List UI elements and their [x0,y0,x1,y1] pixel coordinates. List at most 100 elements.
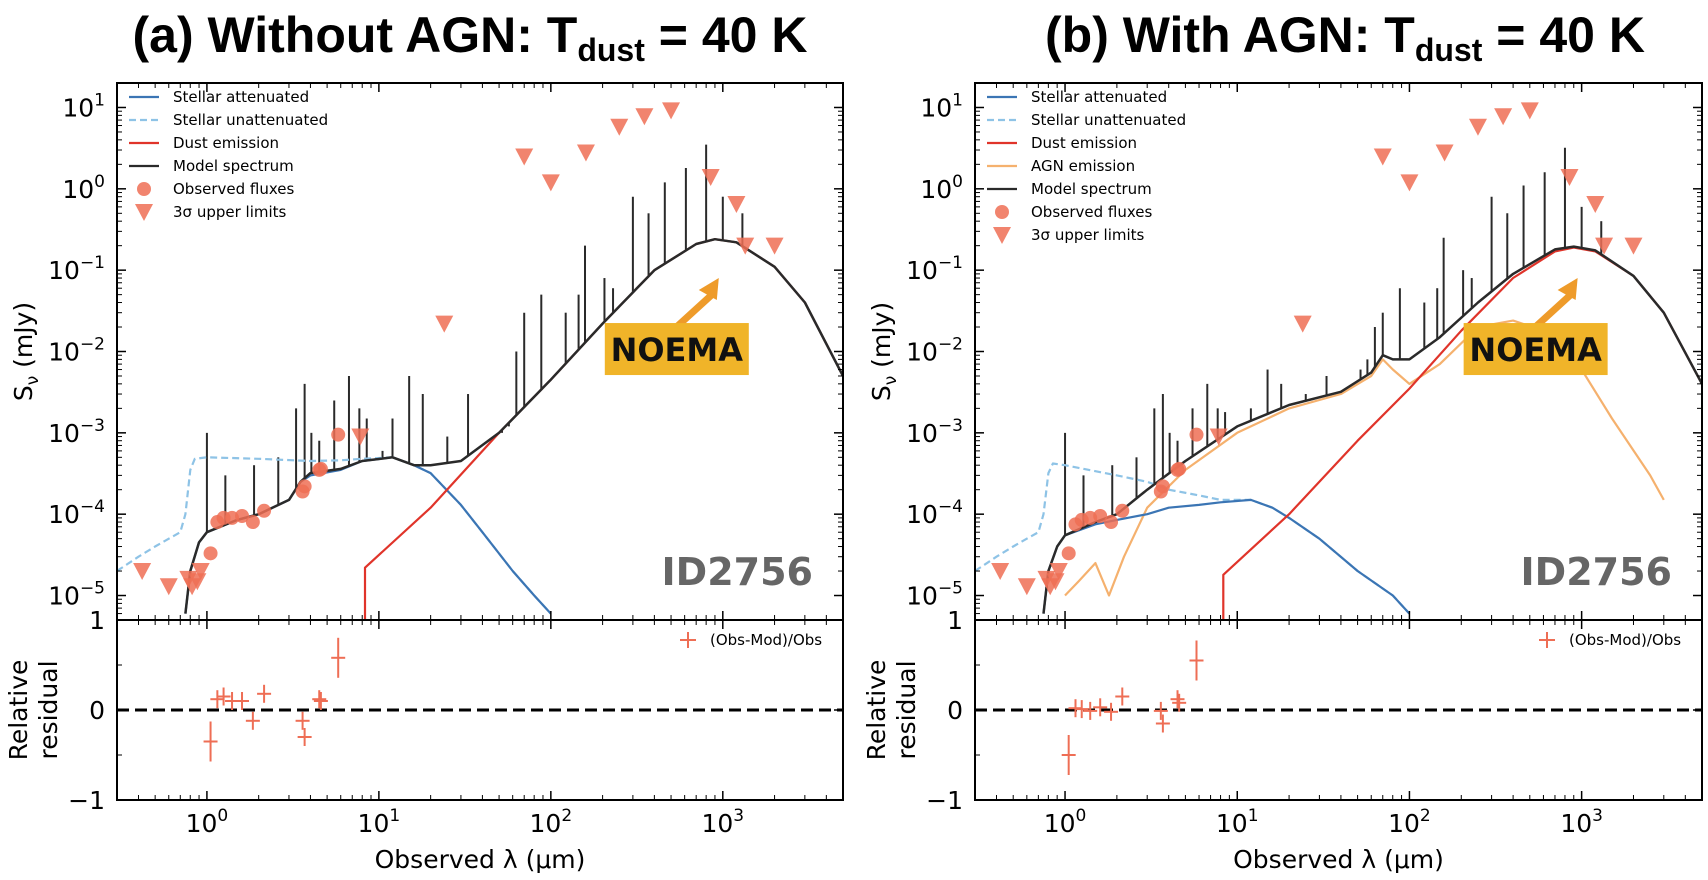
y-tick-label: 10−5 [48,579,105,611]
legend-swatch [135,204,153,221]
legend-label: 3σ upper limits [1031,226,1145,244]
residual-tick-label: 1 [947,606,963,635]
x-tick-label: 101 [1216,806,1259,838]
observed-flux-point [1189,427,1204,442]
legend-swatch [137,182,151,196]
noema-arrow-head [698,278,719,301]
y-axis-label: Sν (mJy) [9,302,43,401]
residual-y-label: Relativeresidual [4,660,63,761]
observed-flux-point [257,503,272,518]
legend-label: Model spectrum [173,157,294,175]
upper-limit-marker [1494,108,1513,126]
legend-label: AGN emission [1031,157,1135,175]
y-tick-label: 10−3 [48,416,105,448]
legend: Stellar attenuated Stellar unattenuated Du… [987,88,1186,244]
residual-tick-label: 0 [947,696,963,725]
observed-flux-point [297,479,312,494]
upper-limit-marker [1560,168,1579,186]
observed-flux-point [1093,508,1108,523]
legend-label: 3σ upper limits [173,203,287,221]
x-axis-label: Observed λ (μm) [1233,845,1444,874]
y-tick-label: 10−4 [48,497,105,529]
x-tick-label: 103 [1560,806,1603,838]
upper-limit-marker [1435,144,1454,162]
panel-title: (a) Without AGN: Tdust = 40 K [133,7,808,68]
observed-flux-point [1104,515,1119,530]
legend-label: Stellar attenuated [173,88,309,106]
upper-limit-marker [1209,428,1228,446]
noema-label: NOEMA [1469,331,1602,369]
legend-swatch [995,205,1009,219]
x-tick-label: 103 [701,806,744,838]
x-tick-label: 102 [1388,806,1431,838]
upper-limit-marker [1520,102,1539,120]
upper-limit-marker [662,102,681,120]
y-tick-label: 100 [62,172,105,204]
y-tick-label: 101 [62,90,105,122]
upper-limit-marker [1468,118,1487,136]
observed-flux-point [1115,503,1130,518]
upper-limit-marker [351,428,370,446]
emission-lines [205,144,744,533]
legend-label: Stellar unattenuated [173,111,328,129]
upper-limit-marker [576,144,595,162]
x-tick-label: 100 [186,806,229,838]
upper-limit-marker [133,563,152,581]
observed-flux-point [331,427,346,442]
y-tick-label: 10−3 [906,416,963,448]
upper-limit-marker [727,196,746,214]
residual-tick-label: −1 [68,786,105,815]
upper-limit-marker [701,168,720,186]
upper-limit-marker [736,237,755,255]
legend-label: Dust emission [1031,134,1137,152]
y-tick-label: 10−4 [906,497,963,529]
series-stellar-attenuated [184,456,552,615]
observed-flux-point [1172,461,1187,476]
upper-limit-marker [1293,315,1312,333]
upper-limit-marker [1586,196,1605,214]
upper-limit-marker [1373,148,1392,166]
residual-tick-label: −1 [926,786,963,815]
upper-limit-marker [1049,563,1068,581]
y-tick-label: 10−1 [906,253,963,285]
legend: Stellar attenuated Stellar unattenuated Du… [129,88,328,221]
sed-plot-area [117,102,843,620]
series-stellar-unattenuated [975,462,1411,615]
legend-label: Dust emission [173,134,279,152]
panel-title: (b) With AGN: Tdust = 40 K [1045,7,1645,68]
upper-limit-marker [159,578,178,596]
panel-b: (b) With AGN: Tdust = 40 K10−510−410−310… [862,7,1703,874]
residual-tick-label: 0 [89,696,105,725]
y-tick-label: 100 [920,172,963,204]
x-axis-label: Observed λ (μm) [375,845,586,874]
id-label: ID2756 [1521,550,1672,594]
upper-limit-marker [541,174,560,192]
y-tick-label: 101 [920,90,963,122]
x-tick-label: 101 [358,806,401,838]
y-tick-label: 10−1 [48,253,105,285]
legend-label: Model spectrum [1031,180,1152,198]
upper-limit-marker [1400,174,1419,192]
legend-label: Stellar unattenuated [1031,111,1186,129]
y-tick-label: 10−5 [906,579,963,611]
upper-limit-marker [1624,237,1643,255]
y-axis-label: Sν (mJy) [867,302,901,401]
observed-flux-point [245,515,260,530]
upper-limit-marker [1595,237,1614,255]
legend-label: Stellar attenuated [1031,88,1167,106]
upper-limit-marker [991,563,1010,581]
upper-limit-marker [635,108,654,126]
noema-box [604,323,749,376]
x-tick-label: 102 [530,806,573,838]
y-tick-label: 10−2 [48,335,105,367]
observed-flux-point [313,461,328,476]
legend-swatch [993,227,1011,244]
observed-flux-point [203,546,218,561]
observed-flux-point [1155,479,1170,494]
residual-y-label: Relativeresidual [862,660,921,761]
residual-legend-label: (Obs-Mod)/Obs [710,631,822,649]
legend-label: Observed fluxes [1031,203,1153,221]
upper-limit-marker [191,563,210,581]
residual-legend-label: (Obs-Mod)/Obs [1569,631,1681,649]
